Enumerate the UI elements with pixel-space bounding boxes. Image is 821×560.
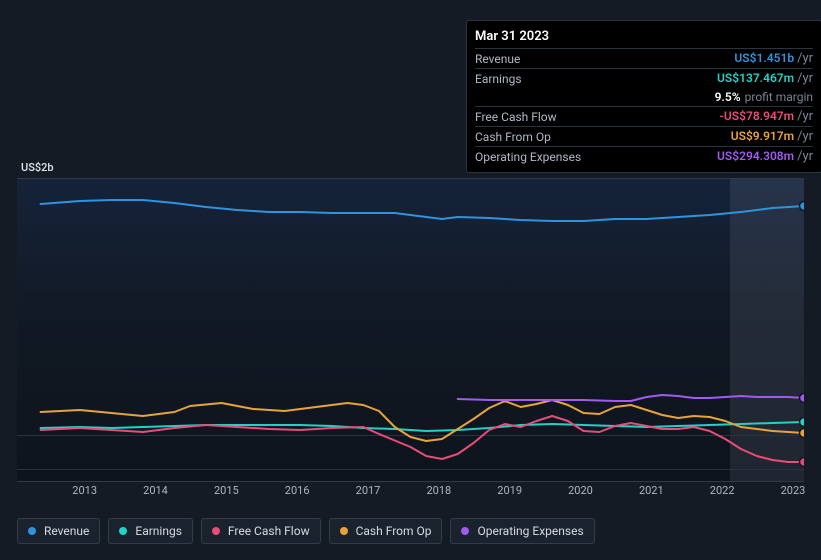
profit-margin-value: 9.5% <box>715 90 741 104</box>
x-axis-tick-label: 2023 <box>781 484 806 497</box>
legend-label: Free Cash Flow <box>228 524 310 538</box>
tooltip-metric-unit: /yr <box>797 51 813 66</box>
tooltip-metric-label: Revenue <box>475 52 520 66</box>
series-end-marker-earnings <box>800 418 805 427</box>
series-end-marker-operating_expenses <box>800 394 805 403</box>
legend-item[interactable]: Free Cash Flow <box>201 518 321 544</box>
x-axis-tick-label: 2020 <box>568 484 593 497</box>
tooltip-metric-value: US$1.451b <box>734 51 794 65</box>
chart-tooltip: Mar 31 2023 Revenue US$1.451b/yr Earnings U… <box>466 20 821 173</box>
tooltip-metric-label: Operating Expenses <box>475 150 581 164</box>
profit-margin-label: profit margin <box>745 90 813 104</box>
series-end-marker-free_cash_flow <box>800 458 805 467</box>
x-axis-tick-label: 2018 <box>426 484 451 497</box>
tooltip-profit-margin: 9.5% profit margin <box>475 88 813 106</box>
x-axis-tick-label: 2015 <box>214 484 239 497</box>
tooltip-metric-unit: /yr <box>797 129 813 144</box>
tooltip-metric-label: Earnings <box>475 72 522 86</box>
tooltip-metric-value-wrap: US$137.467m/yr <box>717 71 813 86</box>
x-axis-tick-label: 2022 <box>710 484 735 497</box>
x-axis-tick-label: 2014 <box>143 484 168 497</box>
x-axis-tick-label: 2019 <box>497 484 522 497</box>
legend-item[interactable]: Earnings <box>108 518 193 544</box>
tooltip-metric-unit: /yr <box>797 149 813 164</box>
legend-item[interactable]: Operating Expenses <box>450 518 594 544</box>
y-axis-tick-label: US$2b <box>21 161 54 174</box>
legend-dot-icon <box>119 527 127 535</box>
tooltip-row: Operating Expenses US$294.308m/yr <box>475 146 813 166</box>
legend-label: Revenue <box>44 524 89 538</box>
tooltip-metric-value: -US$78.947m <box>720 109 795 123</box>
chart-svg <box>17 179 804 481</box>
x-axis-tick-label: 2017 <box>356 484 381 497</box>
tooltip-metric-value: US$294.308m <box>717 149 794 163</box>
tooltip-row: Earnings US$137.467m/yr <box>475 68 813 88</box>
tooltip-metric-unit: /yr <box>797 109 813 124</box>
x-axis-tick-label: 2021 <box>639 484 664 497</box>
series-line-cash_from_op <box>41 400 804 441</box>
tooltip-metric-value-wrap: -US$78.947m/yr <box>720 109 814 124</box>
x-axis-tick-label: 2013 <box>72 484 97 497</box>
tooltip-metric-label: Cash From Op <box>475 130 551 144</box>
x-axis-tick-label: 2016 <box>285 484 310 497</box>
legend-dot-icon <box>212 527 220 535</box>
series-end-marker-cash_from_op <box>800 429 805 438</box>
series-line-revenue <box>41 200 804 221</box>
tooltip-metric-value-wrap: US$294.308m/yr <box>717 149 813 164</box>
chart-container: Mar 31 2023 Revenue US$1.451b/yr Earnings U… <box>0 0 821 560</box>
chart-plot-area[interactable] <box>17 178 804 482</box>
tooltip-metric-value: US$9.917m <box>731 129 794 143</box>
tooltip-row: Revenue US$1.451b/yr <box>475 48 813 68</box>
legend-label: Cash From Op <box>356 524 432 538</box>
legend-label: Operating Expenses <box>477 524 583 538</box>
tooltip-metric-label: Free Cash Flow <box>475 110 557 124</box>
tooltip-row: Cash From Op US$9.917m/yr <box>475 126 813 146</box>
tooltip-metric-value-wrap: US$9.917m/yr <box>731 129 813 144</box>
legend-item[interactable]: Cash From Op <box>329 518 443 544</box>
legend-dot-icon <box>461 527 469 535</box>
tooltip-row: Free Cash Flow -US$78.947m/yr <box>475 106 813 126</box>
tooltip-metric-unit: /yr <box>797 71 813 86</box>
chart-legend: Revenue Earnings Free Cash Flow Cash From O… <box>17 518 595 544</box>
series-end-marker-revenue <box>800 202 805 211</box>
legend-label: Earnings <box>135 524 182 538</box>
legend-item[interactable]: Revenue <box>17 518 100 544</box>
tooltip-date: Mar 31 2023 <box>475 27 813 48</box>
legend-dot-icon <box>340 527 348 535</box>
x-axis-ticks: 2013 2014 2015 2016 2017 2018 2019 2020 2021 2022… <box>17 484 804 500</box>
tooltip-metric-value-wrap: US$1.451b/yr <box>734 51 813 66</box>
tooltip-metric-value: US$137.467m <box>717 71 794 85</box>
series-line-operating_expenses <box>458 395 804 401</box>
legend-dot-icon <box>28 527 36 535</box>
